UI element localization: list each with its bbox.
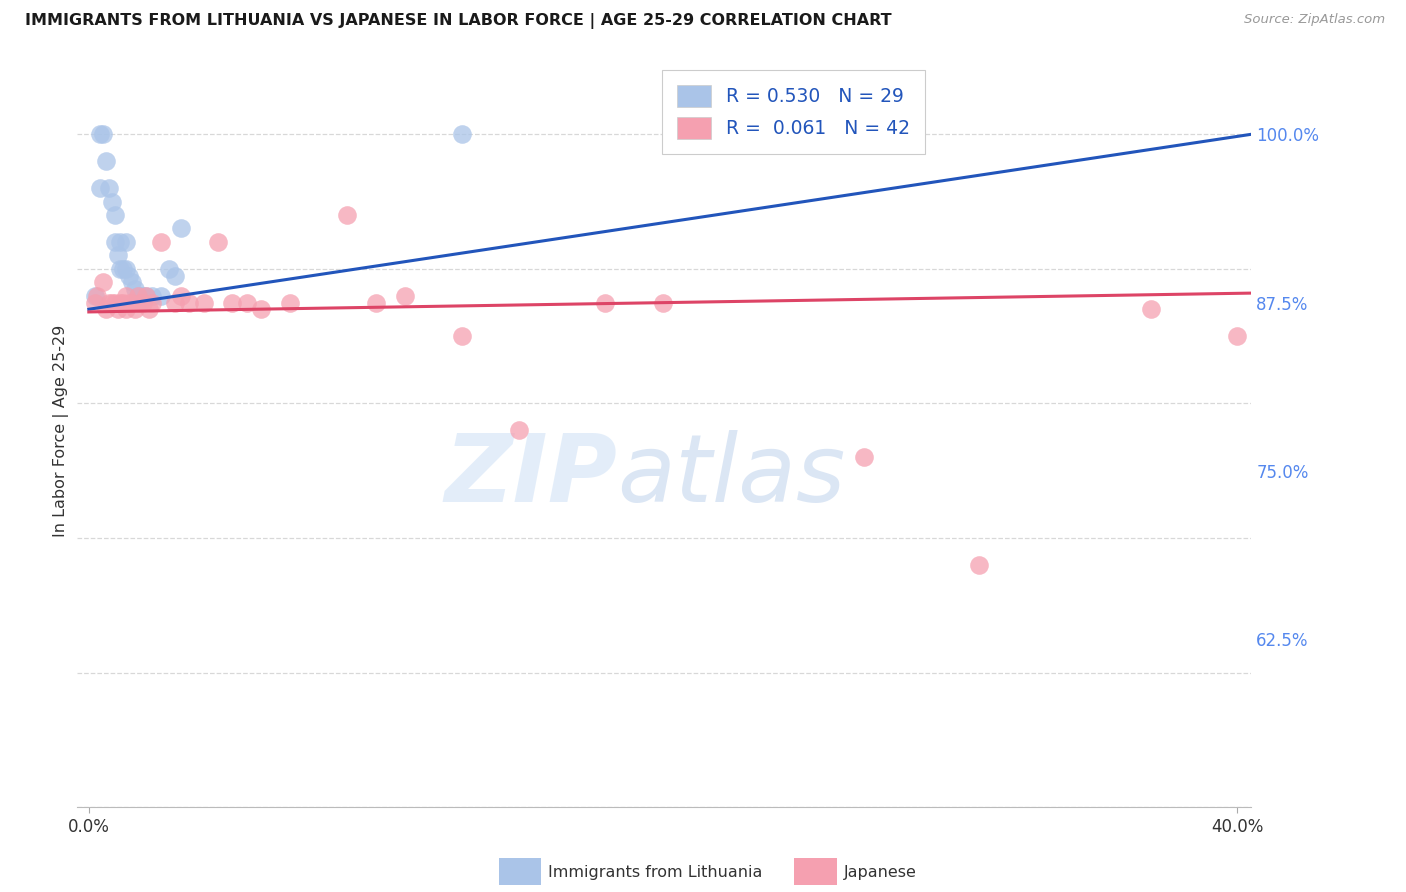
Point [83,295,105,310]
Point [86,289,108,303]
Point [110,261,132,276]
Point [149,235,172,249]
Point [104,208,127,222]
Point [104,295,127,310]
Point [1140,302,1163,317]
Point [115,261,138,276]
Point [278,295,301,310]
Point [193,295,215,310]
Point [100,194,122,209]
Legend: R = 0.530   N = 29, R =  0.061   N = 42: R = 0.530 N = 29, R = 0.061 N = 42 [662,70,925,154]
Point [141,295,163,310]
Point [967,558,990,572]
Point [91,276,114,290]
Point [141,289,163,303]
Point [129,295,152,310]
Point [207,235,229,249]
Point [94,302,117,317]
Point [110,295,132,310]
Point [852,128,875,142]
Text: Japanese: Japanese [844,865,917,880]
Point [107,248,129,262]
Point [169,221,191,235]
Point [221,295,243,310]
Point [508,424,530,438]
Point [107,302,129,317]
Point [364,295,387,310]
Point [336,208,359,222]
Text: atlas: atlas [617,430,845,521]
Point [169,289,191,303]
Point [121,295,143,310]
Point [132,289,155,303]
Point [138,302,160,317]
Point [127,289,149,303]
Point [163,295,186,310]
Point [451,329,474,343]
Point [157,261,180,276]
Text: Source: ZipAtlas.com: Source: ZipAtlas.com [1244,13,1385,27]
Point [91,128,114,142]
Text: ZIP: ZIP [444,430,617,522]
Point [115,289,138,303]
Point [179,295,201,310]
Y-axis label: In Labor Force | Age 25-29: In Labor Force | Age 25-29 [53,325,69,536]
Point [97,181,120,195]
Point [124,282,146,296]
Point [100,295,122,310]
Point [112,261,135,276]
Point [124,302,146,317]
Point [1226,329,1249,343]
Point [135,289,157,303]
Point [132,295,155,310]
Point [163,268,186,283]
Point [235,295,257,310]
Point [595,295,617,310]
Point [651,295,673,310]
Point [118,268,141,283]
Point [129,289,152,303]
Point [97,295,120,310]
Point [127,289,149,303]
Point [118,295,141,310]
Point [250,302,273,317]
Point [110,235,132,249]
Point [112,295,135,310]
Point [135,289,157,303]
Point [852,450,875,465]
Point [394,289,416,303]
Point [89,128,111,142]
Point [115,235,138,249]
Point [121,276,143,290]
Point [104,235,127,249]
Text: IMMIGRANTS FROM LITHUANIA VS JAPANESE IN LABOR FORCE | AGE 25-29 CORRELATION CHA: IMMIGRANTS FROM LITHUANIA VS JAPANESE IN… [25,13,891,29]
Point [451,128,474,142]
Point [89,181,111,195]
Point [115,302,138,317]
Point [94,154,117,169]
Point [83,289,105,303]
Point [149,289,172,303]
Text: Immigrants from Lithuania: Immigrants from Lithuania [548,865,762,880]
